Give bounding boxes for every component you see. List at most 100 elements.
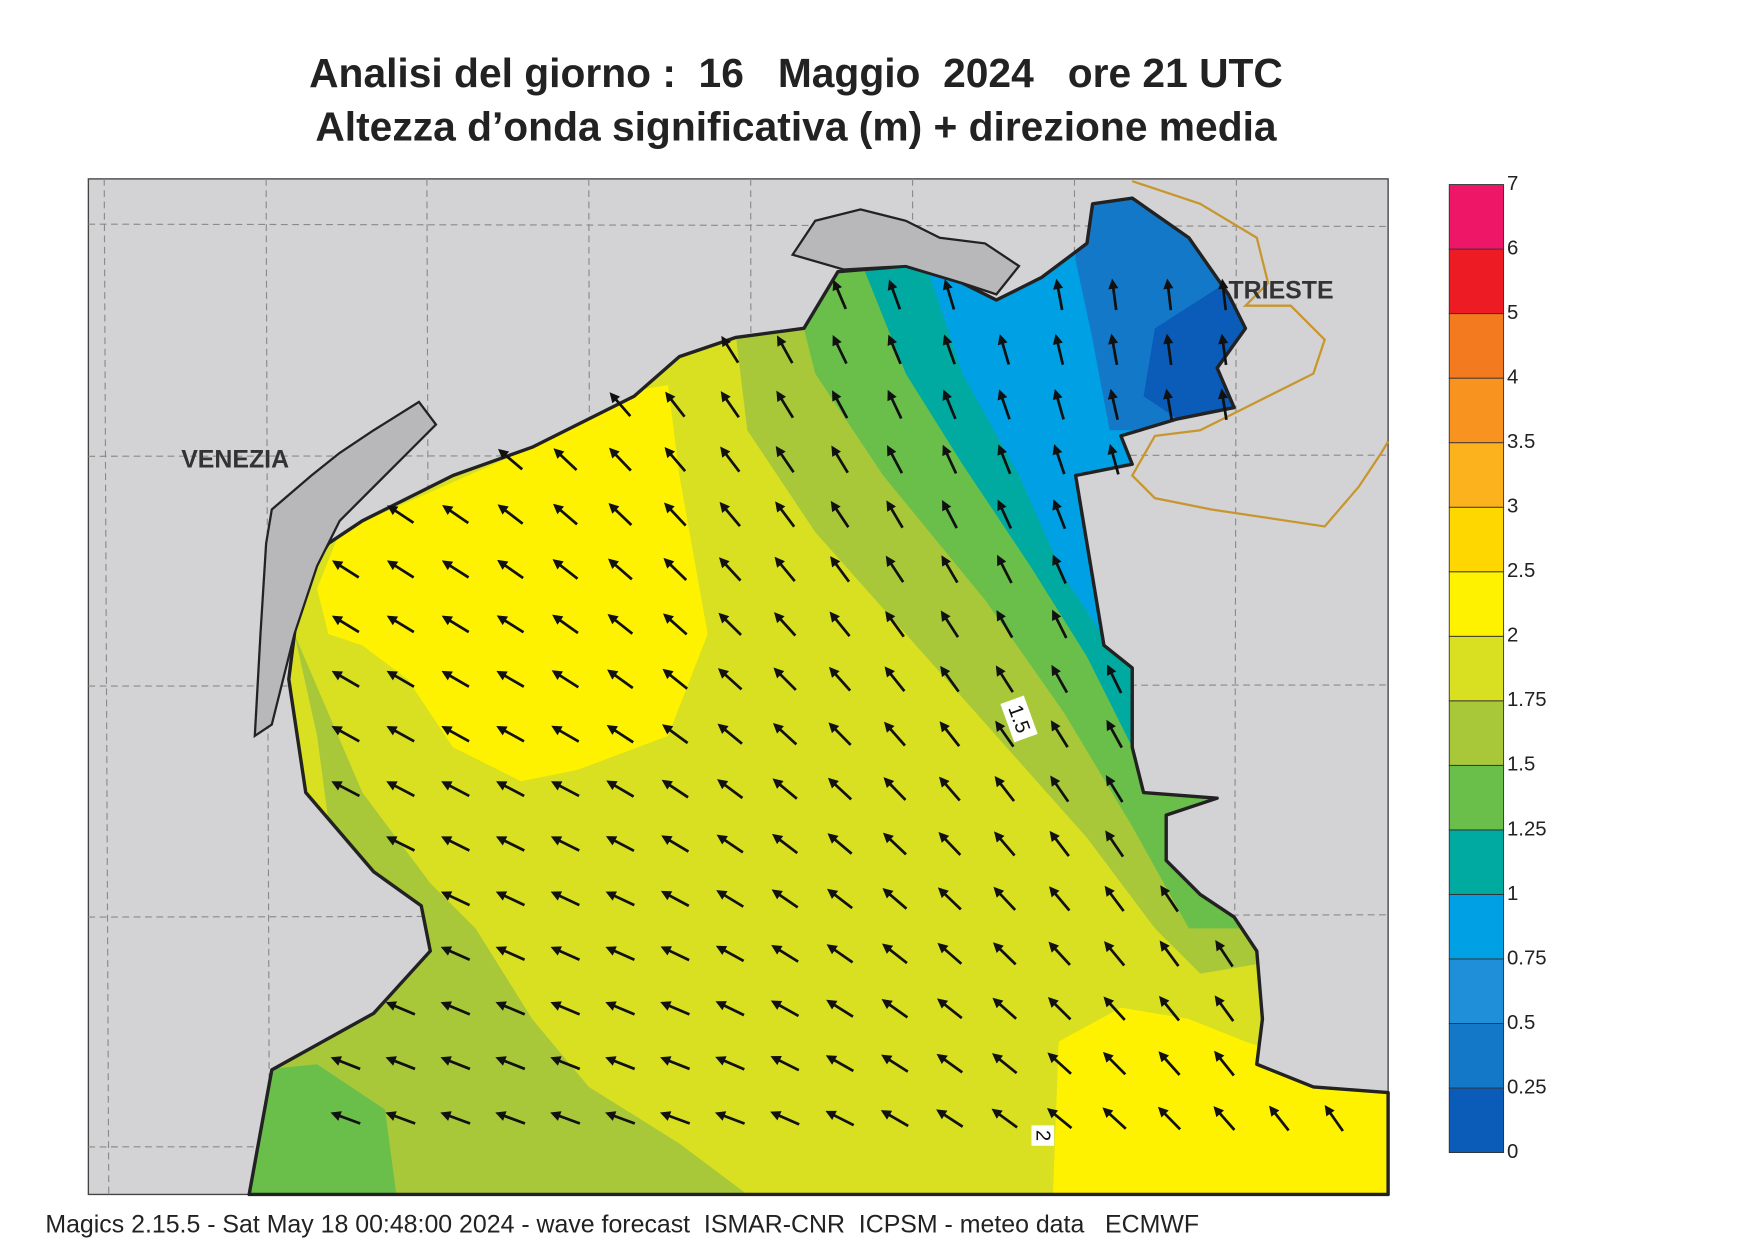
arrow-head (440, 891, 453, 901)
arrow-head (938, 831, 950, 843)
arrow-head (1047, 997, 1059, 1008)
arrow-head (385, 1001, 398, 1011)
arrow-head (772, 833, 784, 845)
arrow-head (832, 279, 843, 292)
arrow-head (1047, 1052, 1059, 1064)
contour-label-bg (1000, 695, 1038, 743)
arrow-head (662, 724, 674, 735)
arrow-head (830, 500, 841, 513)
arrow-head (827, 777, 839, 789)
arrow-head (997, 334, 1008, 346)
arrow-head (832, 335, 842, 347)
arrow-head (550, 1001, 562, 1011)
arrow-head (1107, 388, 1118, 400)
colorbar: 0 0.25 0.5 0.75 1 1.25 1.5 1.75 2 2.5 3 3.5 4 5 6 7 (1448, 173, 1547, 1163)
arrow-head (608, 503, 620, 514)
arrow-head (664, 502, 675, 514)
arrow-head (994, 776, 1005, 788)
arrow-head (936, 1109, 948, 1120)
arrow-head (495, 1001, 507, 1011)
arrow-head (936, 1053, 948, 1064)
lagoon (790, 208, 1021, 296)
arrow-head (825, 1055, 838, 1065)
arrow-head (441, 726, 453, 736)
arrow-head (1269, 1105, 1280, 1117)
arrow-head (1108, 278, 1119, 290)
arrow-head (1104, 941, 1115, 953)
arrow-head (441, 560, 454, 571)
arrow-head (882, 832, 894, 844)
arrow-head (1051, 664, 1061, 677)
arrow-head (942, 389, 952, 401)
colorbar-swatch (1448, 313, 1505, 379)
arrow-head (660, 1056, 672, 1066)
arrow-head (552, 503, 565, 515)
arrow-head (550, 836, 563, 846)
colorbar-swatch (1448, 377, 1505, 444)
arrow-head (774, 612, 785, 624)
arrow-head (605, 1111, 617, 1121)
colorbar-swatch (1448, 184, 1505, 250)
arrow-head (1048, 941, 1060, 953)
arrow-head (937, 942, 949, 954)
colorbar-swatch (1448, 1087, 1505, 1154)
arrow-head (997, 389, 1008, 401)
title: Analisi del giorno : 16 Maggio 2024 ore … (309, 50, 1283, 96)
arrow-head (995, 720, 1006, 732)
arrow-head (831, 445, 842, 457)
arrow-head (331, 615, 344, 626)
arrow-head (1163, 333, 1174, 345)
arrow-head (887, 389, 897, 402)
arrow-head (1049, 830, 1060, 843)
arrow-head (1053, 278, 1064, 290)
colorbar-label: 1.75 (1507, 689, 1547, 711)
arrow-head (719, 501, 731, 513)
arrow-head (385, 1111, 397, 1121)
arrow-head (1218, 388, 1229, 400)
arrow-head (880, 1110, 893, 1120)
arrow-head (664, 447, 676, 459)
arrow-head (1102, 1107, 1114, 1118)
border (1130, 180, 1390, 528)
colorbar-swatch (1448, 1023, 1505, 1089)
arrow-head (440, 1056, 452, 1066)
arrow-head (605, 946, 617, 956)
colorbar-label: 6 (1507, 237, 1518, 259)
wave-direction-arrows (330, 278, 1344, 1132)
arrow-head (607, 558, 620, 570)
arrow-head (442, 505, 454, 516)
arrow-head (827, 833, 839, 844)
arrow-head (497, 504, 509, 515)
arrow-head (885, 555, 896, 567)
arrow-head (330, 1111, 342, 1121)
arrow-head (939, 721, 950, 733)
arrow-head (330, 1056, 342, 1066)
arrow-head (941, 555, 951, 567)
arrow-head (495, 891, 508, 901)
arrow-head (884, 721, 895, 733)
arrow-head (826, 944, 838, 955)
arrow-head (609, 392, 621, 404)
colorbar-label: 0.25 (1507, 1076, 1547, 1098)
place-label: VENEZIA (181, 445, 289, 473)
arrow-head (1218, 278, 1229, 290)
arrow-head (663, 557, 675, 569)
place-label: TRIESTE (1228, 277, 1333, 305)
arrow-head (662, 613, 674, 624)
arrow-head (609, 447, 620, 459)
arrow-head (776, 390, 787, 403)
arrow-head (1052, 333, 1063, 345)
arrow-head (496, 670, 508, 681)
arrow-head (496, 726, 508, 736)
arrow-head (496, 615, 509, 626)
arrow-head (937, 887, 949, 899)
colorbar-label: 4 (1507, 367, 1518, 389)
arrow-head (607, 669, 619, 680)
arrow-head (1214, 1050, 1225, 1062)
arrow-head (829, 666, 840, 678)
arrow-head (719, 557, 730, 569)
arrow-head (387, 505, 399, 516)
arrow-head (1215, 940, 1226, 952)
